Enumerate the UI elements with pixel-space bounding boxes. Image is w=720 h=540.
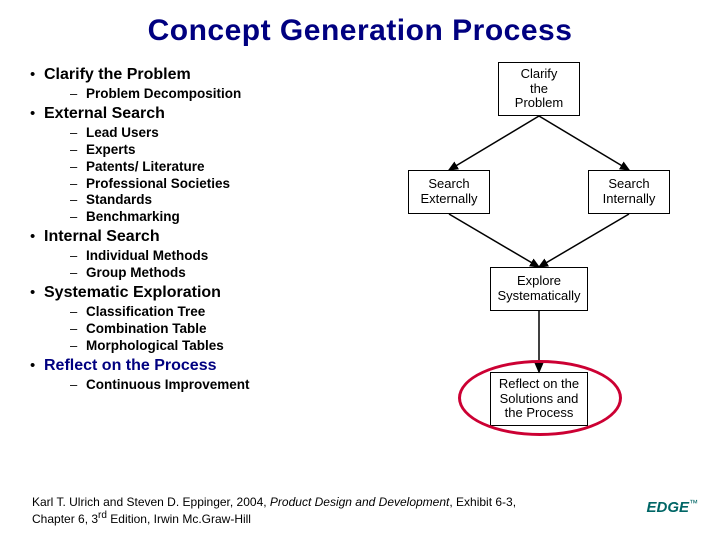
sub-list: –Continuous Improvement	[30, 377, 390, 394]
sub-list: –Individual Methods–Group Methods	[30, 248, 390, 282]
sub-dash-icon: –	[70, 321, 86, 337]
arrow	[449, 214, 539, 267]
bullet-list: •Clarify the Problem–Problem Decompositi…	[10, 58, 390, 462]
sub-label: Benchmarking	[86, 209, 180, 226]
bullet-item: •Reflect on the Process	[30, 357, 390, 375]
bullet-label: Clarify the Problem	[44, 66, 191, 84]
sub-item: –Morphological Tables	[70, 338, 390, 355]
page-title: Concept Generation Process	[0, 0, 720, 48]
sub-item: –Lead Users	[70, 125, 390, 142]
sub-dash-icon: –	[70, 86, 86, 102]
sub-label: Patents/ Literature	[86, 159, 205, 176]
sub-dash-icon: –	[70, 209, 86, 225]
sub-label: Continuous Improvement	[86, 377, 250, 394]
citation-part: Karl T. Ulrich and Steven D. Eppinger, 2…	[32, 495, 270, 509]
sub-dash-icon: –	[70, 159, 86, 175]
bullet-item: •Clarify the Problem	[30, 66, 390, 84]
citation-sup: rd	[98, 510, 107, 521]
diagram-column: ClarifytheProblem SearchExternally SearchI…	[390, 58, 690, 462]
content-area: •Clarify the Problem–Problem Decompositi…	[0, 48, 720, 462]
edge-tm: ™	[689, 498, 698, 508]
sub-list: –Lead Users–Experts–Patents/ Literature–…	[30, 125, 390, 226]
bullet-dot-icon: •	[30, 66, 44, 83]
sub-dash-icon: –	[70, 125, 86, 141]
sub-label: Individual Methods	[86, 248, 208, 265]
arrow	[449, 116, 539, 170]
sub-label: Classification Tree	[86, 304, 205, 321]
sub-list: –Classification Tree–Combination Table–M…	[30, 304, 390, 355]
sub-item: –Professional Societies	[70, 176, 390, 193]
sub-item: –Continuous Improvement	[70, 377, 390, 394]
flowchart-box: SearchInternally	[588, 170, 670, 214]
citation-part: Edition, Irwin Mc.Graw-Hill	[107, 512, 251, 526]
sub-dash-icon: –	[70, 176, 86, 192]
bullet-label: External Search	[44, 105, 165, 123]
sub-label: Experts	[86, 142, 136, 159]
bullet-dot-icon: •	[30, 228, 44, 245]
arrow	[539, 214, 629, 267]
sub-item: –Benchmarking	[70, 209, 390, 226]
sub-item: –Experts	[70, 142, 390, 159]
sub-item: –Patents/ Literature	[70, 159, 390, 176]
sub-label: Morphological Tables	[86, 338, 224, 355]
sub-label: Problem Decomposition	[86, 86, 241, 103]
sub-dash-icon: –	[70, 304, 86, 320]
sub-label: Group Methods	[86, 265, 186, 282]
sub-item: –Classification Tree	[70, 304, 390, 321]
sub-item: –Combination Table	[70, 321, 390, 338]
bullet-label: Internal Search	[44, 228, 160, 246]
bullet-dot-icon: •	[30, 284, 44, 301]
bullet-label: Systematic Exploration	[44, 284, 221, 302]
citation-text: Karl T. Ulrich and Steven D. Eppinger, 2…	[32, 495, 542, 526]
sub-item: –Individual Methods	[70, 248, 390, 265]
sub-item: –Problem Decomposition	[70, 86, 390, 103]
bullet-dot-icon: •	[30, 105, 44, 122]
sub-dash-icon: –	[70, 248, 86, 264]
flowchart-box: ClarifytheProblem	[498, 62, 580, 116]
sub-dash-icon: –	[70, 338, 86, 354]
sub-dash-icon: –	[70, 377, 86, 393]
sub-label: Lead Users	[86, 125, 159, 142]
bullet-item: •Systematic Exploration	[30, 284, 390, 302]
bullet-item: •External Search	[30, 105, 390, 123]
sub-label: Standards	[86, 192, 152, 209]
sub-dash-icon: –	[70, 142, 86, 158]
sub-label: Professional Societies	[86, 176, 230, 193]
sub-item: –Group Methods	[70, 265, 390, 282]
edge-logo: EDGE™	[646, 498, 698, 516]
flowchart-box: ExploreSystematically	[490, 267, 588, 311]
sub-item: –Standards	[70, 192, 390, 209]
arrow	[539, 116, 629, 170]
bullet-dot-icon: •	[30, 357, 44, 374]
citation-italic: Product Design and Development	[270, 495, 449, 509]
flowchart-box: Reflect on theSolutions andthe Process	[490, 372, 588, 426]
sub-list: –Problem Decomposition	[30, 86, 390, 103]
sub-label: Combination Table	[86, 321, 207, 338]
flowchart-box: SearchExternally	[408, 170, 490, 214]
sub-dash-icon: –	[70, 192, 86, 208]
edge-text: EDGE	[646, 499, 689, 516]
flowchart-diagram: ClarifytheProblem SearchExternally SearchI…	[390, 62, 680, 462]
bullet-item: •Internal Search	[30, 228, 390, 246]
bullet-label: Reflect on the Process	[44, 357, 217, 375]
sub-dash-icon: –	[70, 265, 86, 281]
